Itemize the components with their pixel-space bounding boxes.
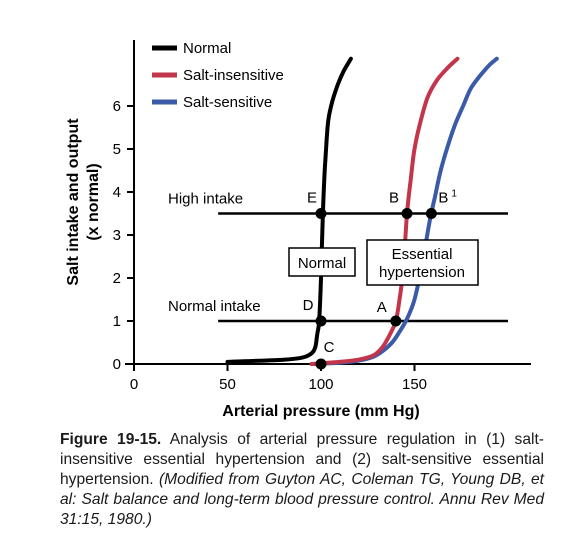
y-axis-label-line1: Salt intake and output	[65, 118, 82, 286]
curve-normal	[225, 56, 353, 364]
y-tick-label-4: 4	[113, 184, 121, 201]
legend: Normal Salt-insensitive Salt-sensitive	[152, 40, 284, 111]
caption-figure-number: Figure 19-15.	[60, 431, 162, 448]
intersection-points: E B B 1D AC	[303, 189, 457, 370]
y-tick-label-1: 1	[113, 313, 121, 330]
point-label-b: B	[389, 190, 399, 207]
figure-caption: Figure 19-15. Analysis of arterial press…	[60, 430, 544, 530]
y-tick-label-2: 2	[113, 270, 121, 287]
x-ticks: 0 50 100 150	[130, 364, 427, 393]
point-label-a: A	[377, 299, 387, 316]
caption-source: (Modified from Guyton AC, Coleman TG, Yo…	[60, 471, 544, 528]
intake-line-label-normal: Normal intake	[168, 298, 261, 315]
essential-hypertension-box-frame	[366, 239, 479, 286]
normal-box-frame	[288, 247, 356, 277]
essential-hypertension-box: Essential hypertension	[366, 239, 479, 286]
y-tick-label-5: 5	[113, 141, 121, 158]
point-a	[390, 315, 402, 327]
point-label-e: E	[307, 190, 317, 207]
point-e	[315, 208, 327, 219]
normal-box-label: Normal	[298, 255, 346, 272]
intake-line-label-high: High intake	[168, 191, 243, 208]
legend-normal-label: Normal	[183, 40, 231, 57]
point-label-d: D	[303, 297, 314, 314]
y-tick-label-6: 6	[113, 98, 121, 115]
y-tick-label-0: 0	[113, 356, 121, 373]
x-tick-label-100: 100	[308, 376, 333, 393]
point-d	[315, 315, 327, 327]
point-c	[315, 358, 327, 370]
point-label-b1: B	[438, 190, 448, 207]
y-ticks: 0 1 2 3 4 5 6	[113, 98, 134, 373]
x-tick-label-50: 50	[219, 376, 236, 393]
y-axis-label-line2: (x normal)	[85, 163, 102, 240]
essential-hypertension-label-line2: hypertension	[379, 264, 465, 281]
essential-hypertension-label-line1: Essential	[392, 246, 453, 263]
caption-text: Analysis of arterial pressure regulation…	[60, 431, 544, 488]
x-tick-label-0: 0	[130, 376, 138, 393]
point-b	[401, 208, 413, 219]
point-b1	[425, 208, 437, 219]
x-axis-label: Arterial pressure (mm Hg)	[222, 403, 419, 420]
normal-box: Normal	[288, 247, 356, 277]
point-label-c: C	[324, 339, 335, 356]
legend-salt-insensitive-label: Salt-insensitive	[183, 67, 284, 84]
legend-salt-sensitive-label: Salt-sensitive	[183, 94, 272, 111]
x-tick-label-150: 150	[402, 376, 427, 393]
point-label-superscript: 1	[451, 189, 457, 200]
chart: 0 1 2 3 4 5 6 0 50 100 150 Arterial pressure (mm …	[65, 40, 531, 420]
y-axis-label: Salt intake and output (x normal)	[65, 118, 102, 286]
y-tick-label-3: 3	[113, 227, 121, 244]
intake-lines: High intake Normal intake	[168, 191, 508, 323]
